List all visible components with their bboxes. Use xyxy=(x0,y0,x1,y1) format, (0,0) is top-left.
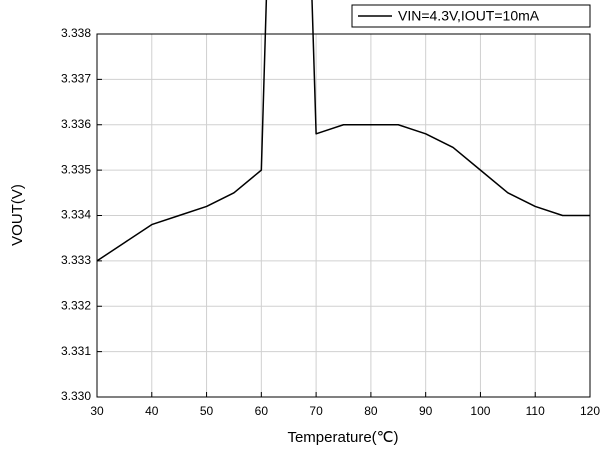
y-tick-label: 3.332 xyxy=(61,298,91,312)
y-axis-label: VOUT(V) xyxy=(9,184,26,246)
x-tick-label: 120 xyxy=(580,404,600,418)
x-tick-label: 50 xyxy=(200,404,214,418)
x-tick-label: 30 xyxy=(90,404,104,418)
x-tick-label: 40 xyxy=(145,404,159,418)
y-tick-label: 3.336 xyxy=(61,117,91,131)
y-tick-label: 3.334 xyxy=(61,208,91,222)
data-line xyxy=(96,0,590,262)
x-tick-label: 110 xyxy=(526,404,545,418)
x-tick-label: 100 xyxy=(470,404,490,418)
y-tick-label: 3.330 xyxy=(61,389,91,403)
y-tick-label: 3.335 xyxy=(61,162,91,176)
legend-label: VIN=4.3V,IOUT=10mA xyxy=(398,8,540,24)
y-tick-label: 3.333 xyxy=(61,253,91,267)
x-tick-label: 90 xyxy=(419,404,433,418)
x-tick-label: 70 xyxy=(309,404,323,418)
y-tick-label: 3.331 xyxy=(61,344,91,358)
y-tick-label: 3.337 xyxy=(61,72,91,86)
x-tick-label: 60 xyxy=(255,404,269,418)
y-tick-label: 3.338 xyxy=(61,26,91,40)
x-tick-label: 80 xyxy=(364,404,378,418)
x-axis-label: Temperature(℃) xyxy=(287,429,398,446)
legend-box xyxy=(351,4,591,28)
